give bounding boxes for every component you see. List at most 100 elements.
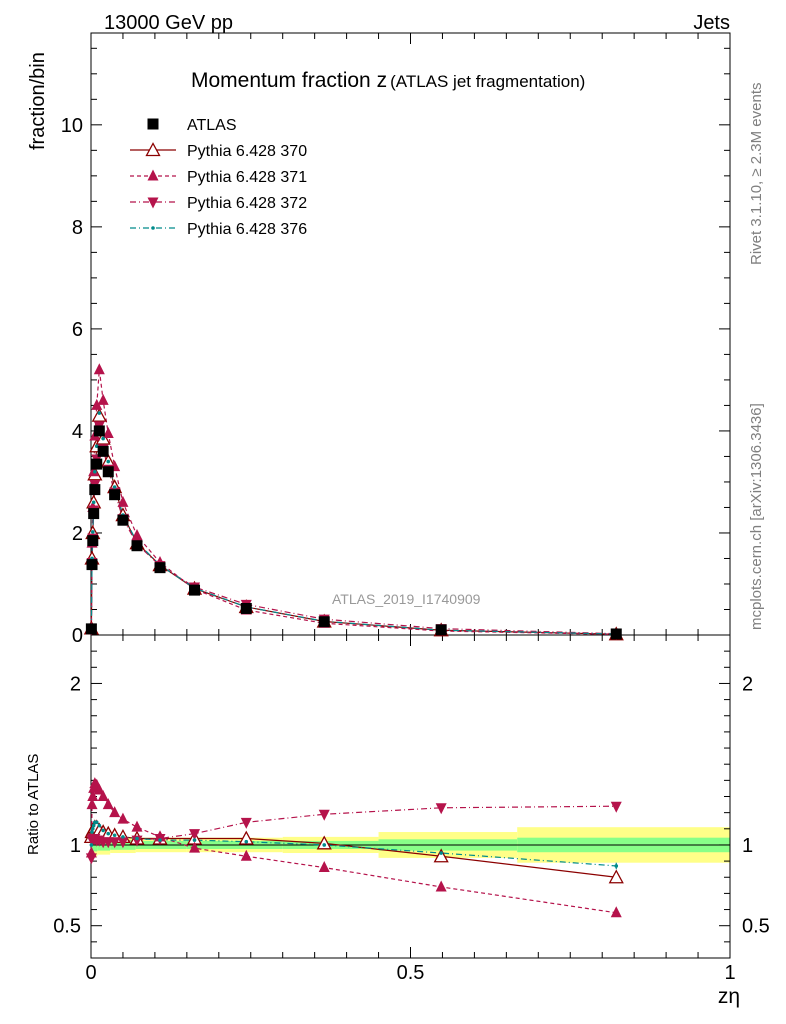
ratio-point [135, 836, 139, 841]
legend-label: ATLAS [187, 117, 237, 134]
data-point [610, 628, 622, 640]
ratio-tick-label-right: 0.5 [742, 916, 770, 938]
ratio-point [131, 835, 143, 847]
mc-point [117, 495, 129, 507]
ratio-tick-label-right: 2 [742, 673, 753, 695]
y-tick-label: 8 [72, 217, 83, 239]
chart-title-sub: (ATLAS jet fragmentation) [390, 72, 585, 91]
data-point [117, 514, 129, 526]
ratio-point [106, 831, 111, 836]
mc-point [91, 407, 107, 422]
mc-point [91, 500, 96, 505]
mc-point [93, 363, 105, 375]
ratio-point [102, 798, 114, 810]
ratio-point [610, 906, 622, 918]
data-point [93, 425, 105, 437]
mc-point [93, 469, 97, 474]
data-point [131, 540, 143, 552]
data-point [189, 584, 201, 596]
mc-point [91, 398, 103, 410]
ratio-point [240, 849, 252, 861]
mc-point [101, 436, 105, 441]
data-point [435, 624, 447, 636]
data-point [88, 508, 100, 520]
ratio-point [89, 843, 94, 847]
ratio-point [121, 835, 125, 839]
ratio-point [87, 790, 99, 801]
ratio-point [240, 817, 252, 829]
legend-label: Pythia 6.428 376 [187, 221, 307, 238]
ratio-point [85, 853, 97, 865]
legend-marker [145, 142, 161, 157]
ratio-point [322, 843, 327, 847]
mc-point [112, 485, 117, 489]
ratio-point [610, 801, 622, 813]
ratio-point [109, 806, 121, 818]
ratio-point [86, 798, 98, 810]
ratio-point [131, 820, 143, 832]
data-point [240, 602, 252, 614]
data-point [154, 562, 166, 574]
ratio-frame [90, 634, 731, 959]
ratio-point [117, 837, 129, 849]
series-markers [83, 363, 624, 918]
data-point [91, 458, 103, 470]
ratio-point [318, 809, 330, 821]
x-tick-label: 0.5 [397, 962, 425, 984]
ratio-point [90, 827, 95, 831]
ratio-point [439, 851, 443, 855]
ratio-point [158, 838, 162, 842]
series-line [90, 425, 617, 635]
site-label: mcplots.cern.ch [arXiv:1306.3436] [748, 403, 765, 630]
mc-point [131, 529, 143, 541]
legend-label: Pythia 6.428 372 [187, 195, 307, 212]
data-point [109, 489, 121, 501]
data-point [97, 445, 109, 457]
y-tick-label: 10 [61, 115, 83, 137]
chart-title: Momentum fraction z (ATLAS jet fragmentat… [191, 69, 585, 92]
ratio-point [112, 833, 117, 838]
ratio-point [316, 835, 332, 850]
ratio-point [109, 837, 121, 849]
ratio-y-axis-label: Ratio to ATLAS [25, 754, 42, 855]
data-point [87, 535, 99, 547]
ratio-point [93, 783, 105, 795]
y-tick-label: 4 [72, 421, 83, 443]
legend-marker [147, 118, 159, 130]
mc-point [106, 459, 111, 464]
x-tick-label: 1 [724, 962, 735, 984]
mc-point [97, 393, 109, 405]
ratio-point [435, 803, 447, 815]
y-tick-label: 2 [72, 523, 83, 545]
rivet-label: Rivet 3.1.10, ≥ 2.3M events [748, 83, 765, 266]
header-left: 13000 GeV pp [104, 12, 233, 34]
ratio-point [192, 838, 197, 842]
data-point [89, 484, 101, 496]
y-axis-label: fraction/bin [27, 52, 49, 150]
ratio-point [97, 790, 109, 801]
legend-label: Pythia 6.428 371 [187, 169, 307, 186]
mc-point [97, 411, 102, 415]
ratio-point [435, 880, 447, 892]
ratio-point [189, 829, 201, 841]
ratio-point [189, 841, 201, 853]
ratio-point [97, 823, 102, 828]
ratio-point [117, 812, 129, 824]
legend: ATLAS Pythia 6.428 370 Pythia 6.428 371 Pyt… [130, 117, 307, 238]
x-tick-label: 0 [85, 962, 96, 984]
header-right: Jets [693, 12, 730, 34]
ratio-point [318, 861, 330, 873]
uncertainty-bands [91, 827, 730, 863]
watermark: ATLAS_2019_I1740909 [332, 591, 481, 607]
ratio-point [244, 839, 249, 844]
ratio-tick-label: 2 [70, 673, 81, 695]
legend-marker [147, 197, 159, 209]
legend-marker [147, 169, 159, 181]
ratio-tick-label: 0.5 [53, 916, 81, 938]
ratio-tick-label: 1 [70, 835, 81, 857]
y-tick-label: 0 [72, 625, 83, 647]
x-axis-label: zη [718, 985, 740, 1008]
ratio-point [94, 820, 99, 825]
data-point [102, 466, 114, 478]
